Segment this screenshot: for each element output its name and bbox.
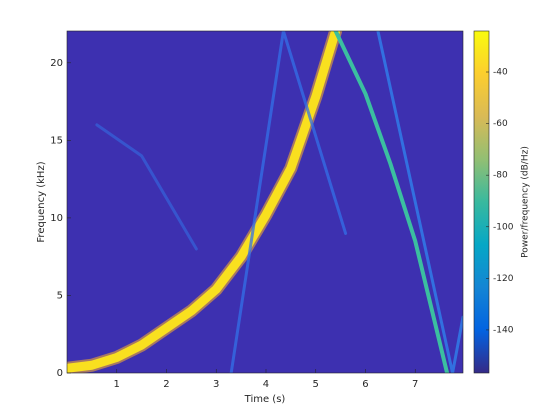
colorbar-tick-label: -140 [493,325,514,335]
ridge-line [376,31,463,373]
ridge-line [229,31,348,373]
x-tick-label: 4 [263,379,269,390]
colorbar-tick-label: -40 [493,68,508,78]
plot-background [67,31,463,373]
y-tick-label: 20 [50,58,63,69]
ridge-line [333,31,450,373]
x-tick-label: 2 [163,379,169,390]
ridge-line [67,31,341,373]
x-tick-label: 5 [313,379,319,390]
x-tick-label: 1 [114,379,120,390]
y-tick-label: 15 [50,135,63,146]
x-axis-label: Time (s) [244,394,286,405]
colorbar [473,30,490,374]
ridge-line [95,123,198,251]
colorbar-tick-label: -100 [493,222,514,232]
x-tick-label: 7 [412,379,418,390]
x-tick-label: 6 [362,379,368,390]
colorbar-label: Power/frequency (dB/Hz) [521,146,531,258]
colorbar-tick-label: -120 [493,274,514,284]
y-axis-label: Frequency (kHz) [36,161,47,242]
y-tick-label: 5 [57,290,63,301]
ridges [67,31,463,373]
colorbar-tick-label: -80 [493,171,508,181]
y-tick-label: 10 [50,213,63,224]
plot-frame [66,30,464,374]
y-tick-label: 0 [57,368,63,379]
colorbar-tick-label: -60 [493,119,508,129]
x-tick-label: 3 [213,379,219,390]
